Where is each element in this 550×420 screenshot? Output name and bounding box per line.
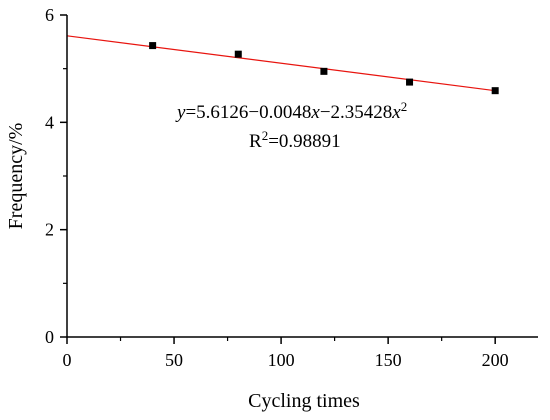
y-tick-label: 4	[45, 112, 54, 132]
x-tick-label: 100	[268, 350, 295, 370]
r-squared-label: R2=0.98891	[249, 128, 341, 153]
x-tick-label: 50	[165, 350, 183, 370]
data-point	[320, 67, 328, 75]
fit-line	[66, 35, 496, 92]
plot-area: 0 50 100 150 200 0 2 4 6	[45, 5, 538, 370]
data-point	[234, 50, 242, 58]
regression-equation: y=5.6126−0.0048x−2.35428x2	[175, 99, 407, 124]
data-point	[149, 42, 157, 50]
equation-y-variable: y	[175, 102, 186, 123]
x-tick-label: 150	[375, 350, 402, 370]
equation-part-b: −2.35428	[320, 102, 392, 123]
x-tick-label: 200	[482, 350, 509, 370]
y-tick-label: 6	[45, 5, 54, 25]
y-axis-title: Frequency/%	[5, 123, 27, 230]
r-squared-exponent: 2	[262, 128, 269, 143]
r-squared-value: =0.98891	[268, 131, 340, 152]
y-tick-label: 2	[45, 220, 54, 240]
equation-x-variable: x	[310, 102, 320, 123]
x-tick-label: 0	[63, 350, 72, 370]
equation-part-a: =5.6126−0.0048	[185, 102, 311, 123]
data-point	[491, 87, 499, 95]
equation-exponent: 2	[401, 99, 408, 114]
equation-x-squared-variable: x	[391, 102, 401, 123]
data-point	[406, 78, 414, 86]
r-squared-base: R	[249, 131, 262, 152]
y-tick-label: 0	[45, 327, 54, 347]
x-axis-title: Cycling times	[248, 390, 360, 412]
